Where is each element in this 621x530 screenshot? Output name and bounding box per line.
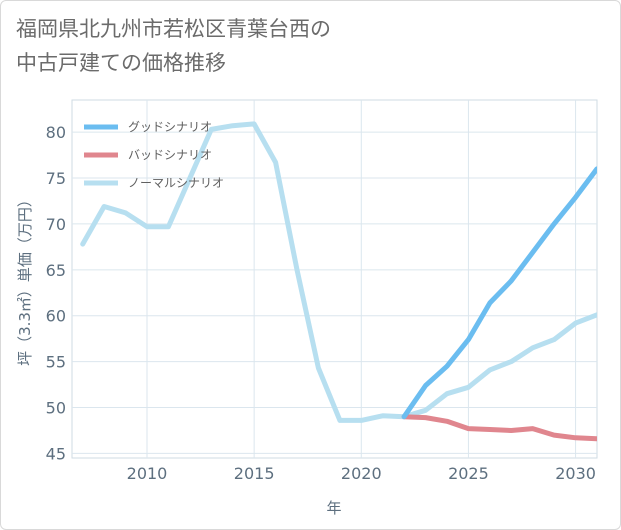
x-tick-label: 2010	[127, 464, 168, 483]
x-tick-label: 2020	[341, 464, 382, 483]
x-axis-ticks: 2010 2015 2020 2025 2030	[127, 464, 596, 483]
legend-label-good: グッドシナリオ	[128, 120, 212, 134]
title-line-1: 福岡県北九州市若松区青葉台西の	[16, 17, 331, 41]
y-tick-label: 70	[46, 215, 66, 234]
x-tick-label: 2025	[448, 464, 489, 483]
y-tick-label: 80	[46, 123, 66, 142]
series-lines	[80, 121, 597, 442]
y-axis-label: 坪（3.3㎡）単価（万円）	[16, 192, 34, 366]
plot-area	[71, 99, 598, 459]
y-axis-ticks: 45 50 55 60 65 70 75 80	[46, 123, 66, 463]
y-tick-label: 65	[46, 261, 66, 280]
y-tick-label: 60	[46, 307, 66, 326]
x-tick-label: 2015	[234, 464, 275, 483]
chart-title: 福岡県北九州市若松区青葉台西の 中古戸建ての価格推移	[16, 12, 606, 80]
x-axis-label: 年	[326, 499, 341, 517]
y-tick-label: 45	[46, 444, 66, 463]
legend-label-normal: ノーマルシナリオ	[128, 176, 224, 190]
series-line-good	[401, 166, 597, 420]
title-line-2: 中古戸建ての価格推移	[16, 51, 226, 75]
y-tick-label: 75	[46, 169, 66, 188]
legend-label-bad: バッドシナリオ	[128, 148, 212, 162]
series-line-normal	[80, 121, 597, 423]
y-tick-label: 55	[46, 353, 66, 372]
x-tick-label: 2030	[555, 464, 596, 483]
series-line-bad	[401, 414, 597, 442]
y-tick-label: 50	[46, 399, 66, 418]
